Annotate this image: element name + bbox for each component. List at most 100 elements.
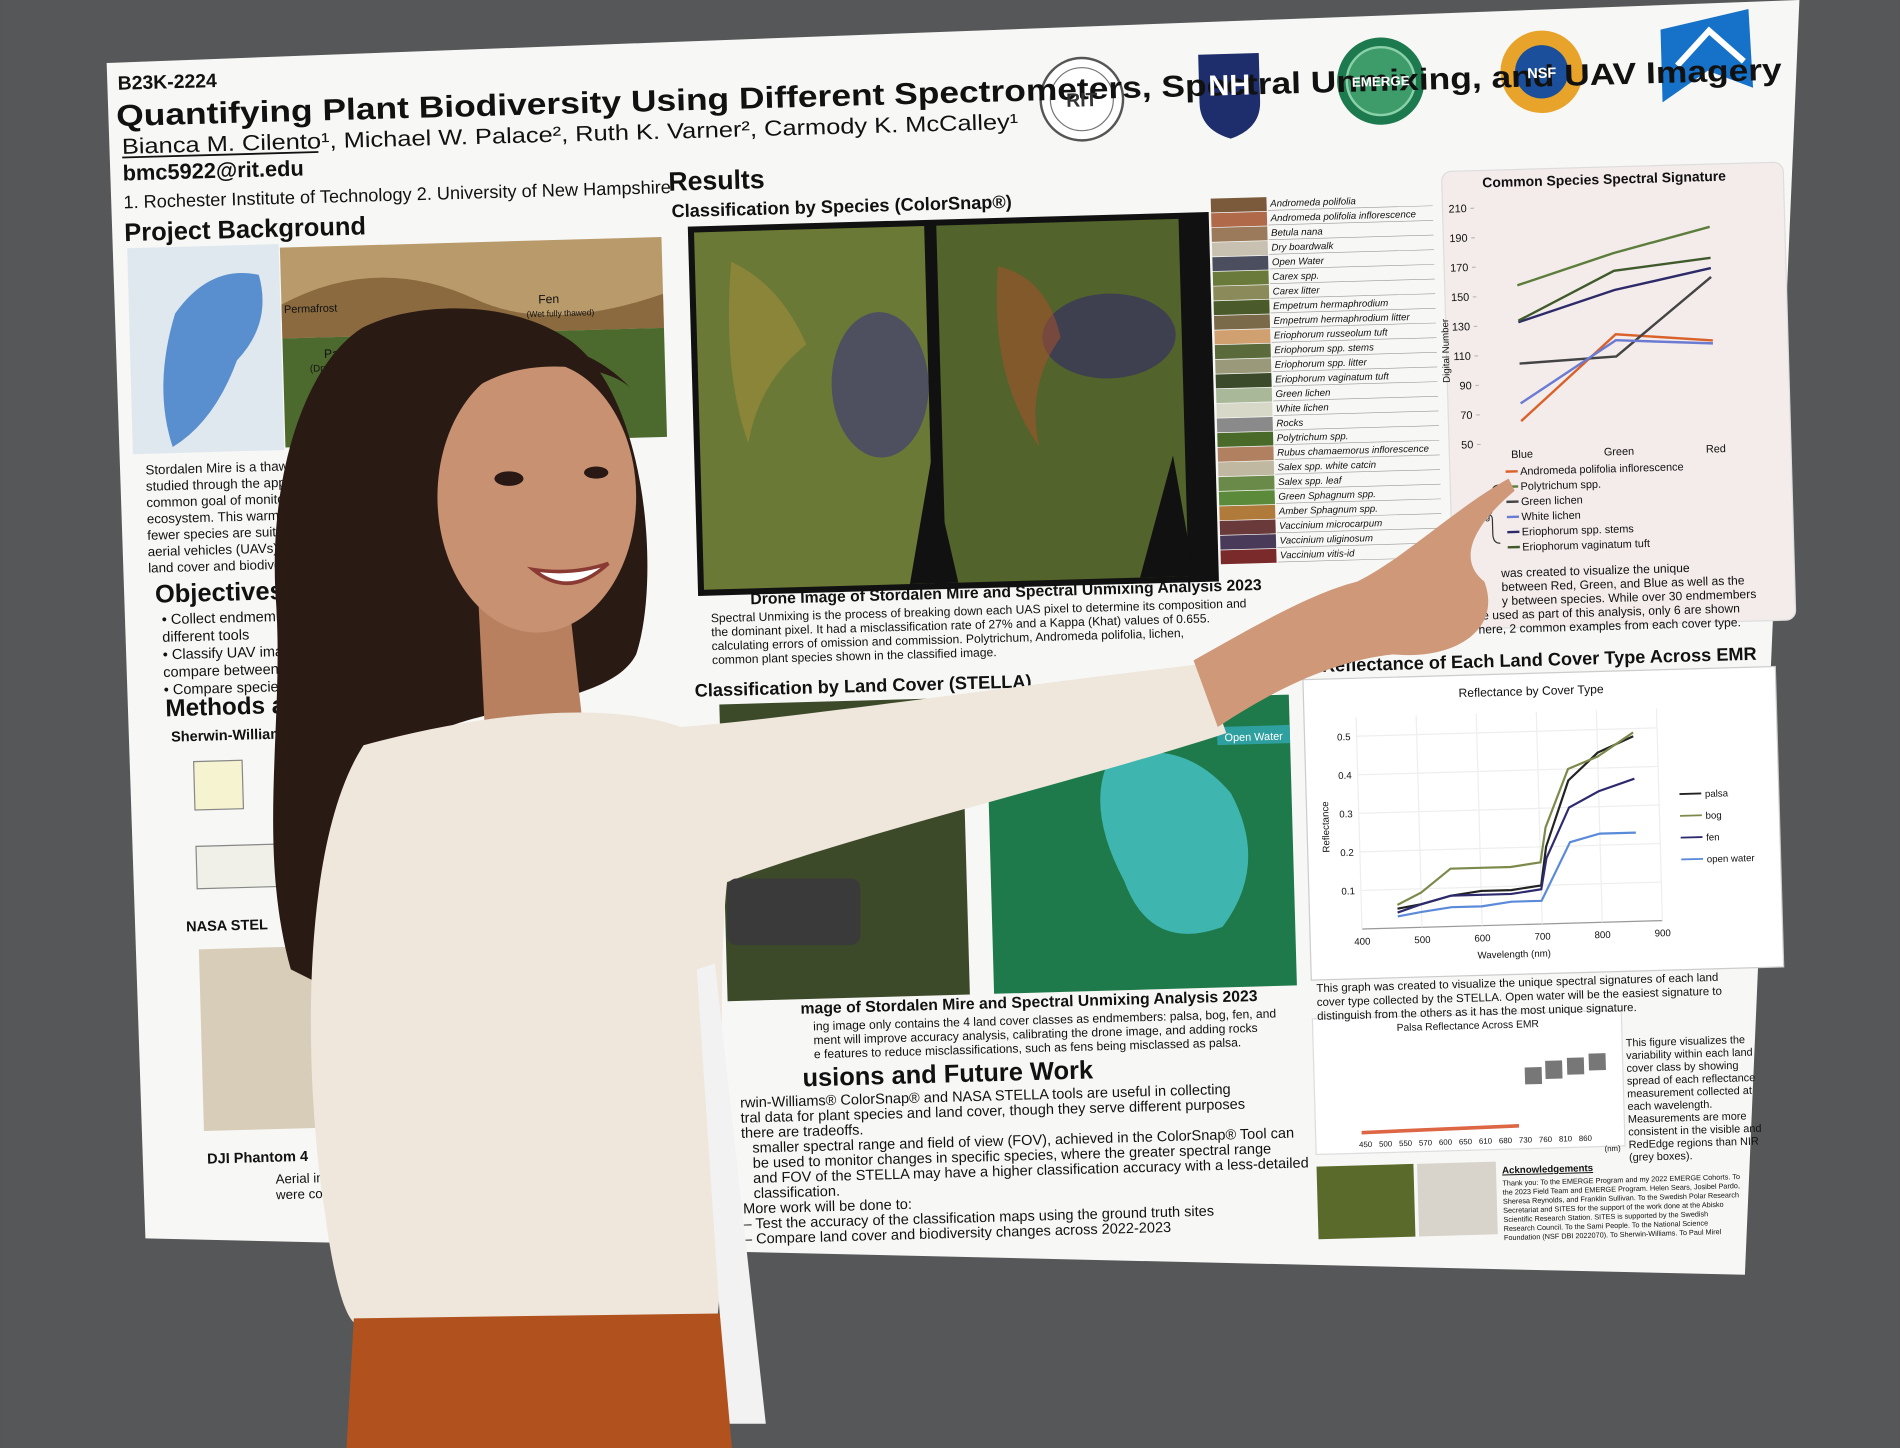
legend-entry: Salex spp. white catcin: [1277, 460, 1376, 474]
bullet-text: compare between me: [163, 661, 303, 681]
vegetation-patch: [996, 266, 1061, 448]
legend-rule: [1270, 293, 1436, 299]
y-tick-label: 210: [1448, 203, 1466, 216]
legend-swatch: [1211, 226, 1268, 242]
legend-entry: Betula nana: [1271, 227, 1324, 239]
boxplot-boxes: [1361, 1053, 1606, 1135]
legend-swatch: [1218, 475, 1275, 492]
legend-entry: Vaccinium microcarpum: [1279, 518, 1382, 532]
y-tick-label: 110: [1453, 351, 1471, 363]
series-line: [1518, 266, 1712, 324]
legend-rule: [1275, 469, 1441, 475]
bullet-text: • Compare species an: [164, 679, 307, 699]
legend-rule: [1272, 366, 1438, 372]
hand: [1193, 478, 1515, 728]
box-strip: [1361, 1124, 1520, 1135]
vegetation-patch: [728, 261, 807, 444]
drone-image-right: [936, 218, 1189, 584]
legend-line: [1681, 857, 1704, 861]
caption-text: cover class by showing: [1626, 1060, 1738, 1075]
series-line: [1397, 777, 1635, 914]
name-underline: [122, 151, 319, 159]
legend-rule: [1271, 337, 1437, 343]
y-tick-label: 0.5: [1337, 732, 1351, 743]
legend-entry: fen: [1706, 832, 1720, 843]
y-tick-label: 170: [1450, 262, 1468, 275]
x-tick-label: 680: [1499, 1136, 1513, 1145]
legend-entry: Rocks: [1276, 418, 1303, 430]
legend-swatch: [1213, 299, 1270, 316]
legend-rule: [1272, 381, 1438, 387]
x-tick-label: Red: [1706, 443, 1726, 456]
logo-text: RIT: [1066, 89, 1098, 112]
legend-entry: Vaccinium vitis-id: [1280, 548, 1355, 561]
legend-entry: Eriophorum spp. stems: [1522, 523, 1635, 538]
x-tick-label: 730: [1519, 1135, 1533, 1144]
grid-line: [1357, 765, 1659, 776]
pants: [346, 1313, 732, 1448]
series-line: [1517, 256, 1711, 322]
permafrost-zone: [163, 272, 263, 448]
body-text: Stordalen Mire is a thawing per: [145, 457, 329, 477]
diagram-label: Permafrost: [284, 303, 338, 316]
caption-text: Measurements are more: [1628, 1110, 1747, 1125]
y-tick-label: 190: [1449, 233, 1468, 246]
stella-photo: [198, 946, 320, 1132]
series-line: [1396, 731, 1634, 906]
legend-entry: Eriophorum vaginatum tuft: [1275, 371, 1390, 385]
legend-entry: Salex spp. leaf: [1278, 475, 1343, 488]
bullet-text: different tools: [162, 627, 249, 645]
x-tick-label: 810: [1559, 1134, 1573, 1143]
legend-rule: [1274, 439, 1440, 446]
legend-entry: Amber Sphagnum spp.: [1278, 504, 1378, 518]
x-tick-label: 450: [1359, 1140, 1373, 1149]
grid-line: [1356, 727, 1658, 737]
x-tick-label: 650: [1459, 1137, 1473, 1146]
legend-swatch: [1220, 534, 1277, 550]
caption-text: RedEdge regions than NIR: [1628, 1136, 1759, 1152]
logo-text: NSF: [1527, 65, 1557, 82]
legend-rule: [1273, 410, 1439, 416]
mountain-logo: [1660, 9, 1754, 103]
series-line: [1516, 225, 1710, 287]
legend-entry: Eriophorum russeolum tuft: [1274, 327, 1389, 341]
box: [1524, 1067, 1543, 1085]
rit-logo-ring: [1049, 67, 1114, 132]
legend-swatch: [1212, 255, 1269, 272]
y-tick-label: 150: [1451, 292, 1469, 305]
x-tick-label: 400: [1354, 936, 1371, 947]
diagram-label: Fen: [538, 292, 559, 307]
legend-swatches: [1210, 197, 1277, 565]
sweater: [310, 664, 1227, 1325]
caption-text: This figure visualizes the: [1626, 1034, 1746, 1049]
rit-logo: [1039, 56, 1125, 142]
legend-entry: Green Sphagnum spp.: [1278, 489, 1376, 503]
nsf-logo-inner: [1515, 45, 1569, 99]
smile: [526, 561, 610, 585]
y-tick-label: 50: [1461, 439, 1473, 451]
legend-rule: [1269, 249, 1434, 255]
emerge-logo-inner: [1345, 46, 1416, 117]
nh-logo: [1198, 53, 1261, 139]
chart-title: Reflectance by Cover Type: [1458, 682, 1604, 700]
bullet-text: • Classify UAV imagery: [163, 643, 313, 663]
body-text: there are tradeoffs.: [741, 1122, 864, 1141]
grid-line: [1359, 842, 1661, 853]
legend-swatch: [1212, 270, 1269, 286]
legend-line: [1680, 814, 1702, 817]
y-tick-label: 0.1: [1341, 886, 1355, 897]
legend-swatch: [1215, 358, 1272, 374]
legend-rule: [1271, 322, 1436, 328]
series-line: [1519, 338, 1713, 405]
legend-swatch: [1213, 314, 1271, 330]
body-text: More work will be done to:: [743, 1197, 912, 1218]
legend-entry: Rubus chamaemorus inflorescence: [1277, 444, 1430, 459]
diagram-label: (Wet fully thawed): [526, 307, 594, 319]
grid-line: [1358, 804, 1660, 814]
legend-rule: [1268, 220, 1434, 226]
legend-entry: bog: [1705, 810, 1721, 821]
x-tick-label: 570: [1419, 1138, 1433, 1147]
legend-entry: Eriophorum vaginatum tuft: [1522, 538, 1650, 554]
section-heading: Results: [668, 164, 765, 197]
legend-rule: [1275, 483, 1441, 490]
